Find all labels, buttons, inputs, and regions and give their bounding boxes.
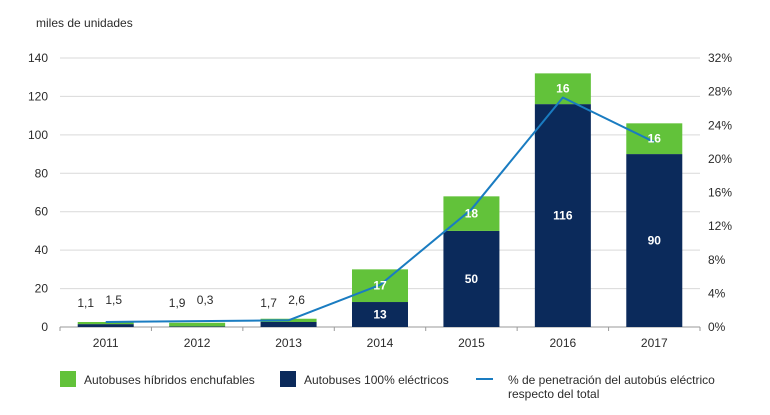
label-electric: 2,6 (288, 293, 305, 307)
legend-swatch-electric (280, 371, 296, 387)
y-tick-label: 60 (35, 205, 49, 219)
y2-tick-label: 12% (708, 219, 732, 233)
bar-hybrid (77, 322, 134, 325)
label-hybrid: 1,7 (260, 296, 277, 310)
bars (77, 73, 683, 327)
bar-hybrid (626, 123, 683, 155)
y2-tick-label: 28% (708, 85, 732, 99)
x-tick-label: 2013 (275, 336, 302, 350)
bar-electric (169, 326, 226, 327)
bar-electric (77, 324, 134, 327)
segment-labels: 1,1 1,5 1,9 0,3 1,7 2,6 13 17 50 18 116 16 90 16 (77, 82, 661, 322)
bar-electric (534, 104, 591, 327)
bar-electric (260, 322, 317, 327)
x-tick-label: 2014 (367, 336, 394, 350)
y2-tick-label: 4% (708, 286, 726, 300)
y-tick-label: 80 (35, 166, 49, 180)
bar-hybrid (169, 322, 226, 327)
legend-label-hybrid: Autobuses híbridos enchufables (84, 373, 255, 387)
y2-tick-label: 32% (708, 51, 732, 65)
label-electric: 50 (465, 272, 479, 286)
label-hybrid: 16 (648, 132, 662, 146)
y2-tick-label: 20% (708, 152, 732, 166)
y2-tick-label: 24% (708, 118, 732, 132)
bar-electric (443, 230, 500, 327)
legend: Autobuses híbridos enchufables Autobuses… (60, 371, 715, 401)
y-tick-label: 0 (41, 320, 48, 334)
label-hybrid: 16 (556, 82, 570, 96)
legend-label-penetration-2: respecto del total (508, 387, 599, 401)
y2-tick-label: 16% (708, 186, 732, 200)
y-tick-label: 20 (35, 282, 49, 296)
bar-electric (352, 302, 408, 327)
y-axis-unit-label: miles de unidades (36, 16, 133, 30)
x-axis-ticks: 2011 2012 2013 2014 2015 2016 2017 (59, 327, 701, 350)
label-electric: 0,3 (197, 293, 214, 307)
x-tick-label: 2011 (93, 336, 119, 350)
penetration-line (105, 96, 655, 323)
y-tick-label: 100 (28, 128, 48, 142)
y-tick-label: 120 (28, 89, 48, 103)
label-hybrid: 1,1 (77, 296, 94, 310)
label-electric: 13 (373, 308, 387, 322)
left-axis-ticks: 0 20 40 60 80 100 120 140 (28, 51, 48, 334)
penetration-series-line (105, 96, 655, 323)
right-axis-ticks: 0% 4% 8% 12% 16% 20% 24% 28% 32% (708, 51, 732, 334)
gridlines (60, 57, 700, 328)
label-hybrid: 17 (373, 279, 387, 293)
bar-electric (626, 154, 683, 327)
legend-label-electric: Autobuses 100% eléctricos (304, 373, 449, 387)
y-tick-label: 40 (35, 243, 49, 257)
legend-swatch-hybrid (60, 371, 76, 387)
y2-tick-label: 8% (708, 253, 726, 267)
x-tick-label: 2016 (550, 336, 577, 350)
x-tick-label: 2015 (458, 336, 485, 350)
label-electric: 1,5 (105, 293, 122, 307)
x-tick-label: 2017 (641, 336, 668, 350)
x-tick-label: 2012 (184, 336, 211, 350)
legend-label-penetration-1: % de penetración del autobús eléctrico (508, 373, 715, 387)
label-electric: 90 (648, 234, 662, 248)
y-tick-label: 140 (28, 51, 48, 65)
label-hybrid: 18 (465, 207, 479, 221)
label-electric: 116 (553, 209, 573, 223)
label-hybrid: 1,9 (169, 296, 186, 310)
y2-tick-label: 0% (708, 320, 726, 334)
